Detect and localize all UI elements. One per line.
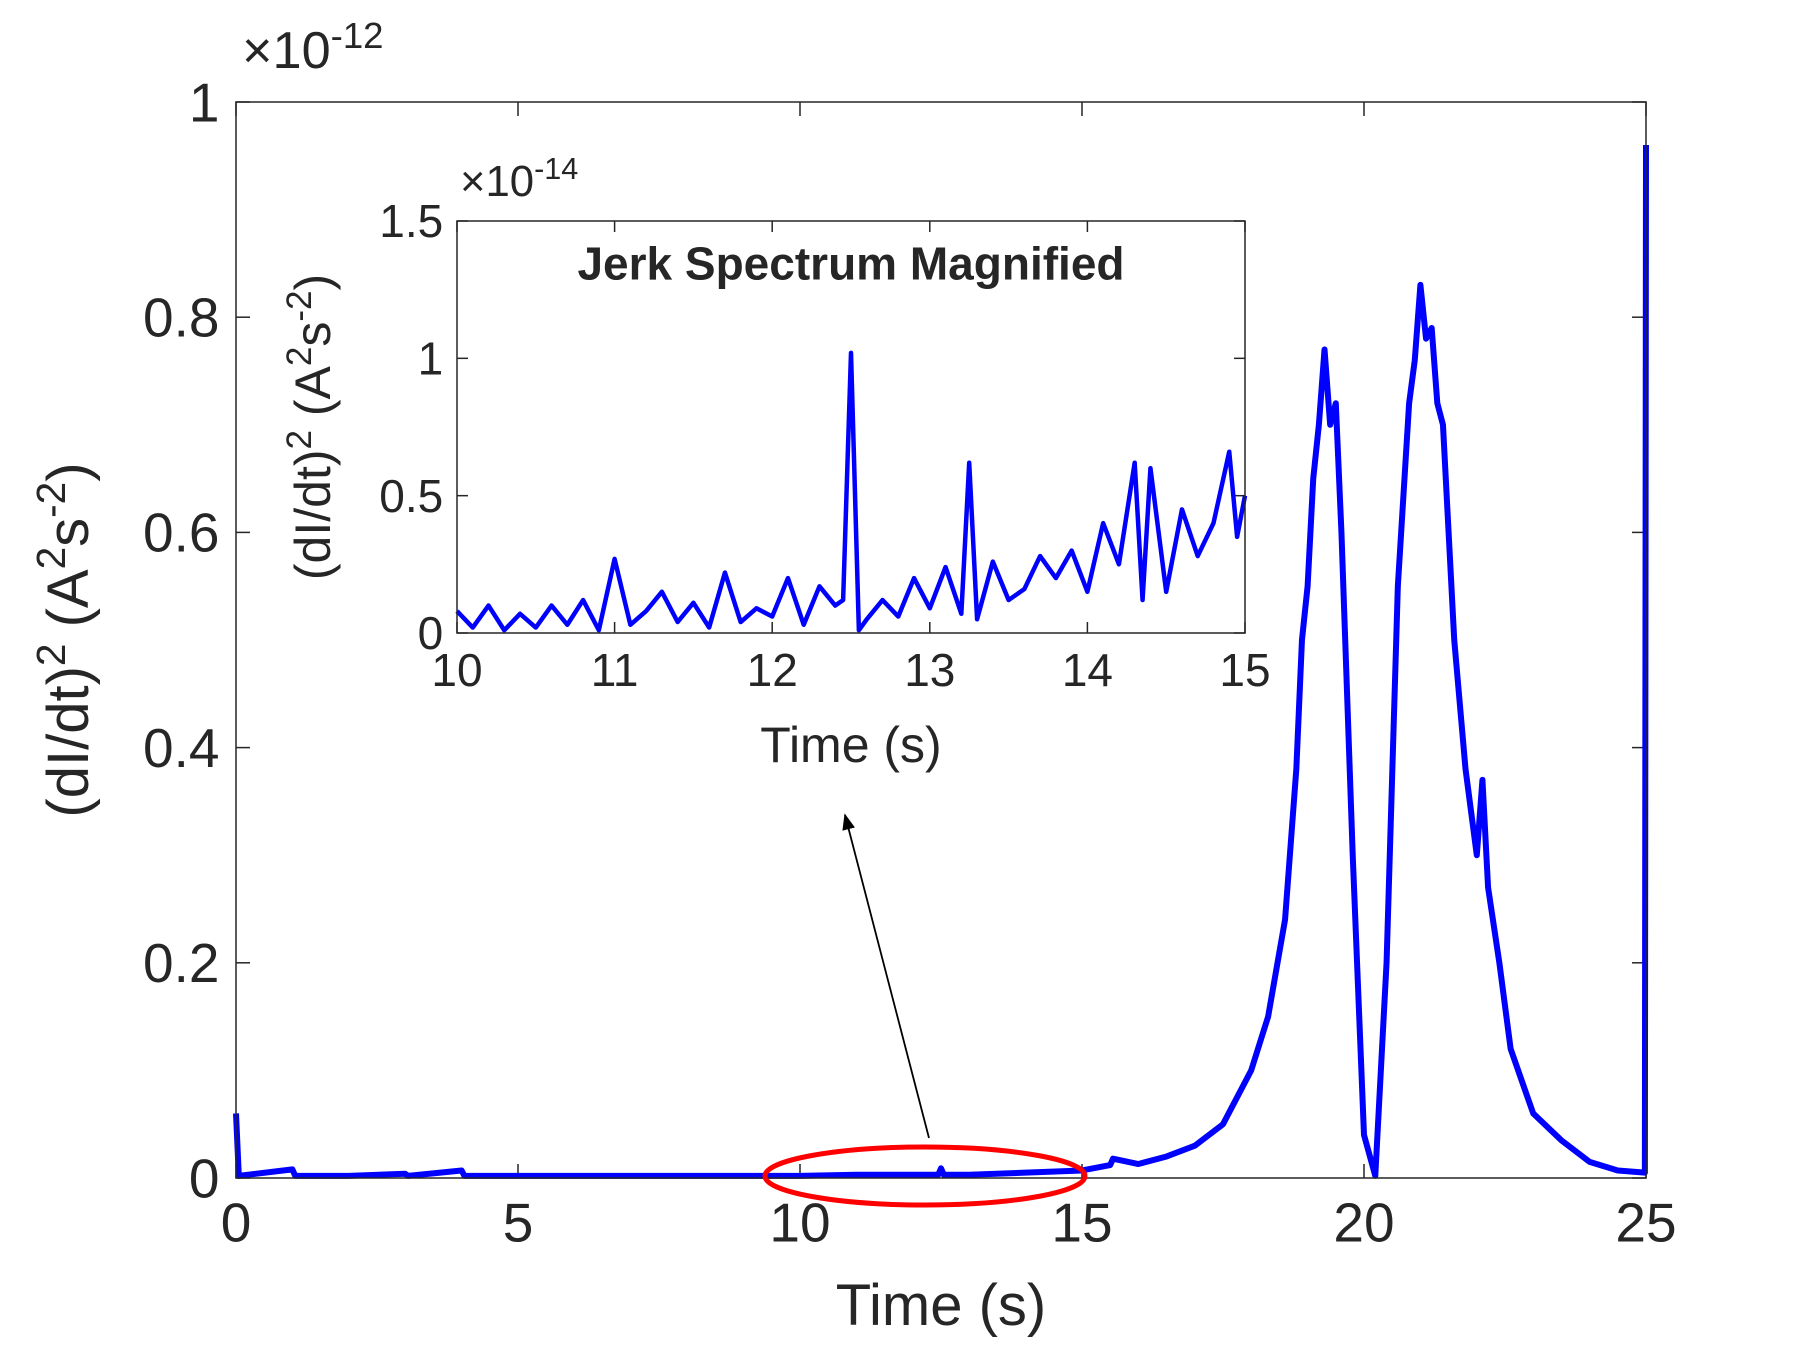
y-tick-label: 0.8 [143, 286, 219, 348]
x-tick-label: 14 [1062, 644, 1113, 696]
annotation [762, 813, 1088, 1208]
label-part: ×10 [242, 22, 331, 80]
x-axis-label: Time (s) [760, 717, 941, 773]
superscript: -12 [331, 15, 384, 56]
label-part: ×10 [460, 157, 534, 206]
axis-multiplier: ×10-14 [460, 152, 578, 206]
x-tick-label: 0 [221, 1191, 252, 1253]
label-part: ) [36, 462, 101, 481]
x-tick-label: 10 [769, 1191, 830, 1253]
y-tick-label: 0 [189, 1147, 220, 1209]
axes-box [456, 220, 1246, 634]
x-tick-label: 25 [1615, 1191, 1676, 1253]
arrow [842, 813, 930, 1139]
y-axis-label: (dI/dt)2 (A2s-2) [280, 274, 342, 580]
superscript: -14 [534, 152, 578, 186]
x-tick-label: 13 [904, 644, 955, 696]
label-part: s [285, 322, 341, 347]
superscript: 2 [280, 347, 319, 366]
y-tick-label: 0.5 [379, 470, 443, 522]
data-line [455, 350, 1248, 633]
x-tick-label: 11 [591, 644, 639, 696]
y-axis-label: (dI/dt)2 (A2s-2) [28, 462, 101, 817]
superscript: -2 [280, 291, 319, 322]
label-part: (dI/dt) [36, 666, 101, 818]
y-tick-label: 1.5 [379, 195, 443, 247]
y-tick-label: 0.4 [143, 717, 219, 779]
chart-title: Jerk Spectrum Magnified [577, 238, 1124, 290]
y-tick-label: 1 [189, 71, 220, 133]
x-tick-label: 12 [747, 644, 798, 696]
x-tick-label: 10 [431, 644, 482, 696]
superscript: 2 [28, 547, 74, 570]
superscript: 2 [28, 644, 74, 667]
x-tick-label: 20 [1333, 1191, 1394, 1253]
superscript: 2 [280, 430, 319, 449]
label-part: (A [36, 569, 101, 643]
highlight-ellipse [762, 1144, 1088, 1208]
y-tick-label: 0.6 [143, 502, 219, 564]
label-part: s [36, 518, 101, 547]
label-part: (A [285, 366, 341, 431]
x-tick-label: 15 [1219, 644, 1270, 696]
label-part: (dI/dt) [285, 450, 341, 581]
y-tick-label: 1 [418, 332, 444, 384]
axis-multiplier: ×10-12 [242, 15, 384, 81]
label-part: ) [285, 274, 341, 291]
x-tick-label: 15 [1051, 1191, 1112, 1253]
x-axis-label: Time (s) [836, 1273, 1046, 1338]
y-tick-label: 0 [418, 607, 444, 659]
y-tick-label: 0.2 [143, 932, 219, 994]
inset-chart: 10 11 12 13 14 15 0 0.5 1 1.5 Jerk Spectrum Magnif… [280, 152, 1271, 773]
x-tick-label: 5 [503, 1191, 534, 1253]
data-line [233, 145, 1649, 1179]
superscript: -2 [28, 482, 74, 518]
axes-box [235, 101, 1647, 1179]
